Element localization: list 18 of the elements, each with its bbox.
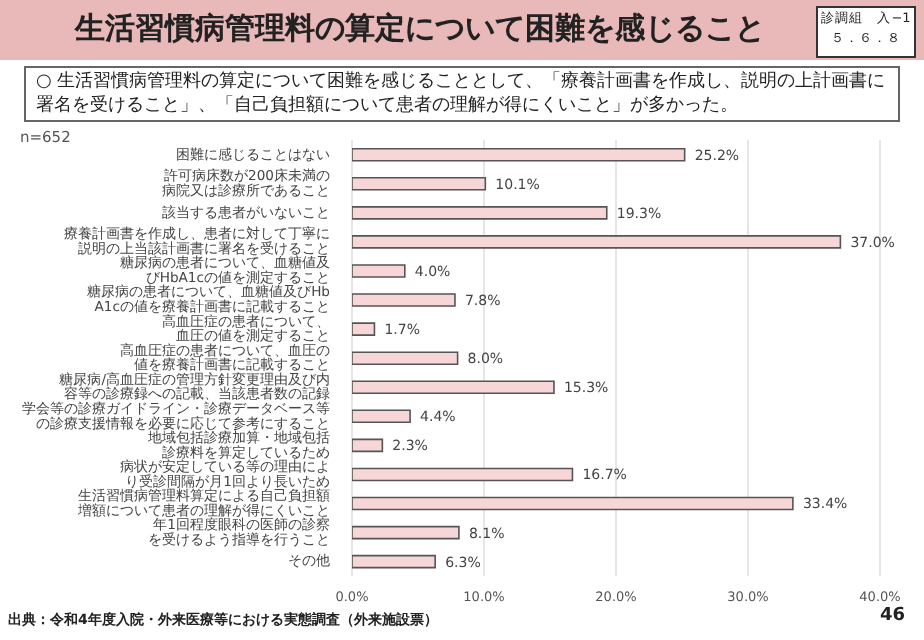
- bar: [352, 351, 459, 365]
- bar: [352, 264, 406, 278]
- bar: [352, 322, 376, 336]
- bar: [352, 293, 456, 307]
- bar: [352, 525, 460, 540]
- bar: [352, 380, 555, 395]
- bar: [352, 496, 794, 511]
- text: 46: [880, 606, 906, 626]
- bar: [352, 147, 686, 162]
- bar: [352, 235, 842, 249]
- chart-title: 生活習慣病管理料の算定について困難を感じること: [72, 10, 767, 48]
- bar: [352, 409, 411, 424]
- bar: [352, 176, 487, 191]
- bar: [352, 206, 608, 220]
- bar: [352, 554, 436, 569]
- bar: [352, 438, 384, 453]
- chart-subtitle: ○ 生活習慣病管理料の算定について困難を感じることとして、「療養計画書を作成し、説明の上計画書に署名を受けること」、「自己負担額について患者の理解が得にくいこと」が多かった。: [24, 66, 900, 122]
- bar: [352, 467, 574, 482]
